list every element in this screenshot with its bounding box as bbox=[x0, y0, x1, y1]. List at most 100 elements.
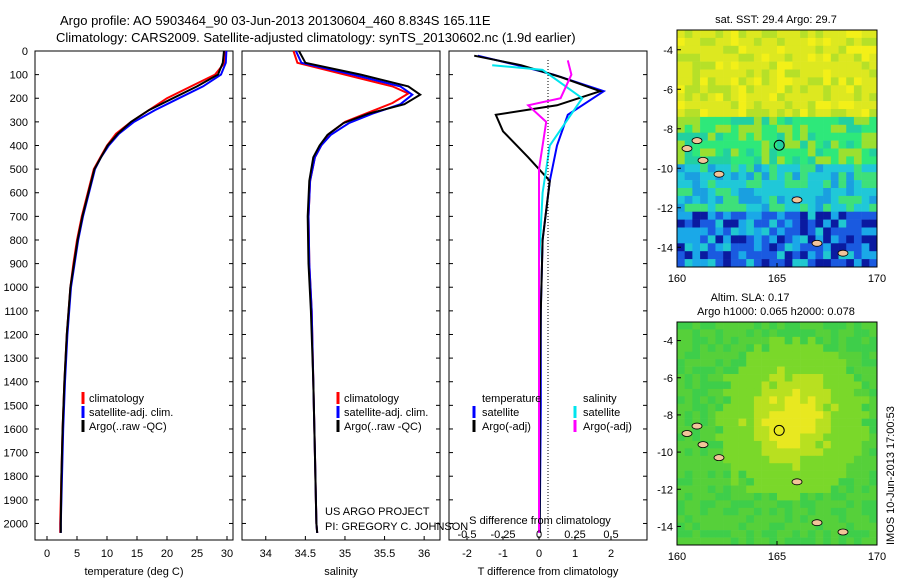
map-cell bbox=[761, 344, 770, 353]
map-cell bbox=[700, 366, 709, 375]
map-cell bbox=[800, 219, 809, 228]
map-cell bbox=[861, 219, 870, 228]
map-cell bbox=[761, 101, 770, 110]
map-cell bbox=[784, 537, 793, 546]
map-cell bbox=[753, 116, 762, 126]
map-cell bbox=[823, 148, 832, 157]
map-cell bbox=[692, 455, 701, 464]
map-cell bbox=[777, 374, 785, 382]
map-cell bbox=[861, 188, 870, 197]
map-cell bbox=[715, 124, 724, 133]
map-cell bbox=[761, 455, 770, 464]
map-cell bbox=[715, 492, 724, 501]
map-cell bbox=[738, 195, 747, 205]
map-cell bbox=[800, 485, 809, 494]
map-cell bbox=[853, 251, 862, 260]
map-cell bbox=[692, 37, 701, 47]
map-cell bbox=[700, 537, 709, 546]
map-cell bbox=[838, 148, 847, 157]
map-cell bbox=[761, 148, 770, 157]
map-cell bbox=[853, 530, 862, 538]
map-cell bbox=[723, 61, 732, 70]
map-cell bbox=[692, 344, 701, 353]
map-cell bbox=[838, 172, 847, 181]
map-cell bbox=[830, 37, 839, 47]
map-cell bbox=[838, 93, 847, 102]
map-cell bbox=[830, 374, 839, 382]
map-cell bbox=[723, 359, 732, 367]
map-cell bbox=[807, 507, 816, 516]
map-cell bbox=[777, 418, 785, 427]
map-cell bbox=[838, 388, 847, 397]
map-cell bbox=[823, 164, 832, 173]
island-shape bbox=[681, 145, 693, 152]
map-cell bbox=[746, 470, 755, 479]
map-cell bbox=[853, 156, 862, 165]
map-cell bbox=[823, 530, 832, 538]
map-cell bbox=[761, 259, 770, 268]
map-cell bbox=[746, 455, 755, 464]
map-cell bbox=[769, 93, 778, 102]
map-cell bbox=[792, 109, 801, 118]
map-cell bbox=[715, 322, 724, 330]
map-cell bbox=[846, 93, 855, 102]
map-cell bbox=[807, 116, 816, 126]
island-shape bbox=[791, 478, 803, 486]
map-cell bbox=[738, 374, 747, 382]
map-cell bbox=[746, 235, 755, 244]
map-cell bbox=[730, 227, 739, 236]
map-cell bbox=[815, 492, 824, 501]
map-cell bbox=[753, 85, 762, 94]
map-cell bbox=[769, 478, 778, 486]
map-cell bbox=[869, 116, 878, 126]
x-tick-label: 15 bbox=[131, 548, 143, 560]
map-cell bbox=[823, 243, 832, 252]
map-cell bbox=[815, 537, 824, 546]
map-cell bbox=[838, 374, 847, 382]
map-cell bbox=[753, 235, 762, 244]
map-cell bbox=[761, 366, 770, 375]
map-cell bbox=[830, 203, 839, 212]
map-cell bbox=[723, 140, 732, 149]
map-cell bbox=[846, 329, 855, 338]
map-cell bbox=[807, 132, 816, 141]
map-cell bbox=[823, 374, 832, 382]
map-cell bbox=[715, 522, 724, 531]
map-cell bbox=[792, 45, 801, 54]
map-cell bbox=[746, 403, 755, 412]
map-cell bbox=[684, 77, 693, 86]
map-cell bbox=[723, 344, 732, 353]
map-cell bbox=[800, 359, 809, 367]
map-cell bbox=[746, 243, 755, 252]
map-cell bbox=[707, 53, 716, 62]
map-cell bbox=[692, 69, 701, 78]
map-cell bbox=[715, 259, 724, 268]
s-tick-label: 0.5 bbox=[603, 529, 618, 541]
map-cell bbox=[800, 93, 809, 102]
map-cell bbox=[677, 140, 685, 149]
map-cell bbox=[761, 426, 770, 434]
map-cell bbox=[777, 109, 785, 118]
map-cell bbox=[792, 485, 801, 494]
map-cell bbox=[792, 251, 801, 260]
map-cell bbox=[700, 30, 709, 39]
map-cell bbox=[723, 426, 732, 434]
map-cell bbox=[684, 433, 693, 442]
map-cell bbox=[861, 195, 870, 205]
map-cell bbox=[869, 463, 878, 471]
map-cell bbox=[769, 156, 778, 165]
map-cell bbox=[792, 351, 801, 360]
map-cell bbox=[715, 156, 724, 165]
map-cell bbox=[800, 388, 809, 397]
map-cell bbox=[677, 403, 685, 412]
map-cell bbox=[777, 359, 785, 367]
map-cell bbox=[823, 411, 832, 419]
map-cell bbox=[846, 172, 855, 181]
map-cell bbox=[746, 219, 755, 228]
map-cell bbox=[769, 374, 778, 382]
map-cell bbox=[738, 109, 747, 118]
map-cell bbox=[784, 109, 793, 118]
map-cell bbox=[784, 101, 793, 110]
salinity-panel-frame bbox=[241, 50, 441, 541]
depth-tick-label: 800 bbox=[10, 235, 28, 247]
